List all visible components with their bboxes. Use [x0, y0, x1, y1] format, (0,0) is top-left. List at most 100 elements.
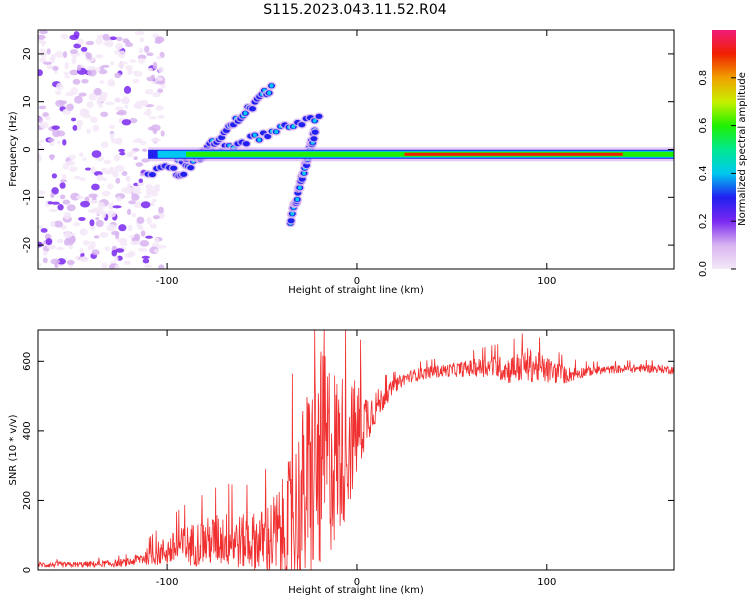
noise-blob	[89, 209, 96, 213]
noise-blob	[38, 262, 42, 268]
noise-blob	[79, 152, 84, 158]
noise-blob	[95, 54, 104, 59]
noise-blob	[139, 101, 149, 107]
noise-blob	[138, 178, 144, 183]
noise-blob	[69, 49, 79, 54]
noise-blob	[121, 119, 132, 126]
noise-blob	[40, 40, 47, 45]
noise-blob	[158, 206, 164, 214]
noise-blob	[54, 51, 65, 58]
noise-blob	[42, 112, 49, 118]
noise-blob	[102, 177, 107, 182]
noise-blob	[90, 166, 96, 175]
noise-blob	[150, 137, 161, 143]
noise-blob	[76, 64, 82, 71]
noise-blob	[155, 185, 160, 192]
noise-blob	[52, 129, 61, 138]
noise-blob	[51, 187, 59, 195]
noise-blob	[100, 111, 109, 118]
noise-blob	[126, 183, 131, 191]
noise-blob	[50, 192, 55, 198]
branch-hot	[243, 111, 248, 116]
noise-blob	[49, 220, 56, 227]
branch-core	[287, 218, 295, 224]
noise-blob	[152, 215, 160, 220]
noise-blob	[69, 69, 79, 76]
noise-blob	[98, 69, 108, 75]
noise-blob	[114, 50, 119, 55]
snr-marks	[37, 329, 675, 571]
branch-hot	[269, 83, 274, 88]
noise-blob	[59, 182, 66, 189]
noise-blob	[154, 40, 162, 44]
noise-blob	[39, 121, 49, 129]
noise-blob	[114, 256, 119, 262]
noise-blob	[38, 154, 42, 162]
branch-hot	[291, 124, 296, 129]
noise-blob	[95, 67, 101, 72]
noise-blob	[122, 96, 130, 103]
noise-blob	[139, 239, 150, 247]
noise-blob	[110, 138, 120, 144]
noise-blob	[114, 72, 122, 79]
noise-blob	[80, 46, 88, 52]
spectrogram-marks	[38, 30, 674, 269]
noise-blob	[107, 202, 115, 210]
branch-hot	[295, 197, 300, 202]
noise-blob	[129, 235, 135, 239]
noise-blob	[67, 238, 74, 246]
noise-blob	[63, 211, 72, 220]
noise-blob	[99, 80, 105, 84]
noise-blob	[72, 124, 78, 131]
noise-blob	[79, 228, 88, 236]
noise-blob	[126, 208, 132, 216]
noise-blob	[109, 81, 115, 86]
noise-blob	[83, 114, 92, 119]
noise-blob	[38, 116, 43, 124]
noise-blob	[160, 84, 166, 89]
noise-blob	[95, 219, 104, 228]
noise-blob	[153, 249, 159, 253]
noise-blob	[130, 240, 141, 246]
noise-blob	[131, 212, 137, 218]
noise-blob	[78, 92, 87, 97]
y-tick-label: -20	[22, 237, 33, 253]
noise-blob	[116, 111, 125, 116]
noise-blob	[147, 67, 153, 72]
noise-blob	[142, 258, 150, 264]
noise-blob	[62, 199, 71, 205]
noise-blob	[77, 38, 84, 45]
noise-blob	[90, 116, 98, 123]
colorbar-label: Normalized spectral amplitude	[737, 72, 748, 226]
noise-blob	[157, 114, 165, 119]
noise-blob	[56, 246, 65, 251]
y-tick-label: 0	[22, 567, 33, 573]
noise-blob	[127, 68, 133, 75]
noise-blob	[96, 98, 102, 106]
noise-blob	[95, 37, 103, 45]
noise-blob	[136, 216, 145, 224]
noise-blob	[73, 222, 81, 227]
noise-blob	[82, 157, 87, 161]
snr-ticks: -100 0 100 0 200 400 600	[22, 330, 674, 588]
noise-blob	[45, 238, 53, 246]
noise-blob	[131, 193, 140, 201]
y-tick-label: 0	[22, 146, 33, 152]
noise-blob	[40, 139, 45, 143]
noise-blob	[46, 48, 51, 55]
spectrogram-ylabel: Frequency (Hz)	[8, 111, 19, 187]
snr-ylabel: SNR (10 * v/v)	[8, 414, 19, 485]
noise-blob	[66, 103, 74, 111]
noise-blob	[127, 224, 133, 232]
branch-hot	[267, 90, 272, 95]
noise-blob	[154, 237, 160, 244]
noise-blob	[112, 205, 122, 209]
noise-blob	[38, 142, 42, 147]
noise-blob	[73, 175, 81, 180]
branch-hot	[252, 133, 257, 138]
noise-blob	[113, 97, 122, 103]
noise-blob	[47, 201, 53, 205]
noise-blob	[146, 187, 151, 196]
noise-blob	[156, 55, 162, 60]
colorbar-ticks: 0.0 0.2 0.4 0.6 0.8	[698, 70, 736, 277]
